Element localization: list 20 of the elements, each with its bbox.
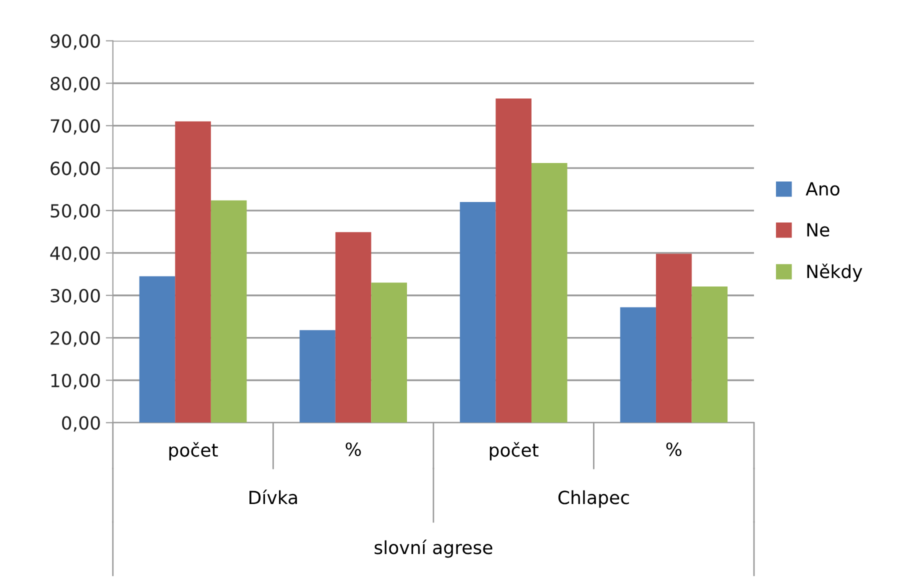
x-tick-label: % <box>346 442 361 456</box>
y-tick-label: 50,00 <box>50 204 100 220</box>
y-tick-label: 90,00 <box>50 34 100 50</box>
y-tick-label: 60,00 <box>50 162 100 178</box>
y-tick-label: 70,00 <box>50 119 100 135</box>
y-tick-label: 10,00 <box>51 374 100 390</box>
y-tick-label: 30,00 <box>50 288 100 304</box>
text: Chlapec <box>558 490 629 508</box>
legend-label: Někdy <box>807 264 862 282</box>
y-tick-label: 40,00 <box>50 246 100 262</box>
x-tick-label: počet <box>490 442 538 460</box>
legend-label: Ano <box>806 182 840 196</box>
text: Dívka <box>250 490 297 504</box>
y-tick-label: 0,00 <box>62 416 100 432</box>
legend-label: Ne <box>807 223 830 237</box>
text: slovní agrese <box>374 540 492 558</box>
x-tick-label: počet <box>169 442 218 460</box>
x-tick-label: % <box>666 442 682 456</box>
y-tick-label: 80,00 <box>50 76 100 92</box>
y-tick-label: 20,00 <box>50 331 100 347</box>
